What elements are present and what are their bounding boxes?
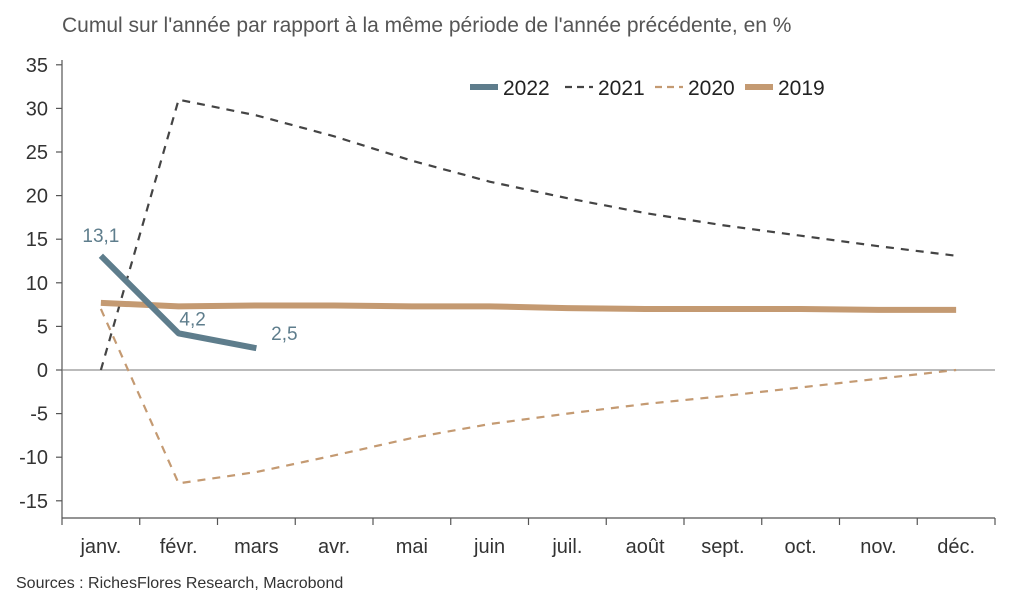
- x-tick-label: juin: [473, 536, 505, 558]
- data-label-2022: 4,2: [179, 309, 205, 330]
- y-tick-label: -15: [19, 491, 48, 513]
- x-tick-label: déc.: [937, 536, 975, 558]
- x-tick-label: avr.: [318, 536, 350, 558]
- x-tick-label: févr.: [160, 536, 198, 558]
- legend-label-2019: 2019: [778, 77, 825, 100]
- y-tick-label: 25: [26, 142, 48, 164]
- y-tick-label: -10: [19, 447, 48, 469]
- x-tick-label: nov.: [860, 536, 896, 558]
- y-tick-label: 5: [37, 316, 48, 338]
- y-tick-label: 10: [26, 273, 48, 295]
- legend-label-2022: 2022: [503, 77, 550, 100]
- series-line-2019: [100, 299, 957, 313]
- data-label-2022: 13,1: [82, 226, 119, 247]
- y-tick-label: 0: [37, 360, 48, 382]
- legend-label-2021: 2021: [598, 77, 645, 100]
- y-tick-label: 15: [26, 229, 48, 251]
- y-tick-label: 35: [26, 55, 48, 77]
- series-line-2022: [98, 253, 257, 352]
- data-labels: 13,1 4,2 2,5: [82, 226, 297, 345]
- series-line-2021: [99, 98, 957, 371]
- x-tick-label: mars: [234, 536, 278, 558]
- chart-title: Cumul sur l'année par rapport à la même …: [62, 14, 792, 37]
- x-tick-label: mai: [396, 536, 428, 558]
- x-tick-label: juil.: [551, 536, 582, 558]
- axes: 35 30 25 20 15 10 5 0 -5 -10 -15 janv. févr. mars avr.…: [19, 55, 996, 558]
- x-tick-label: janv.: [79, 536, 121, 558]
- x-tick-label: sept.: [701, 536, 744, 558]
- x-tick-label: oct.: [785, 536, 817, 558]
- y-tick-label: 20: [26, 186, 48, 208]
- y-tick-label: -5: [30, 404, 48, 426]
- series-lines: [98, 98, 957, 485]
- source-note: Sources : RichesFlores Research, Macrobo…: [16, 575, 344, 592]
- series-line-2020: [99, 308, 957, 485]
- y-tick-label: 30: [26, 98, 48, 120]
- legend-label-2020: 2020: [688, 77, 735, 100]
- legend: 2022 2021 2020 2019: [470, 77, 825, 100]
- data-label-2022: 2,5: [271, 324, 297, 345]
- x-tick-label: août: [626, 536, 665, 558]
